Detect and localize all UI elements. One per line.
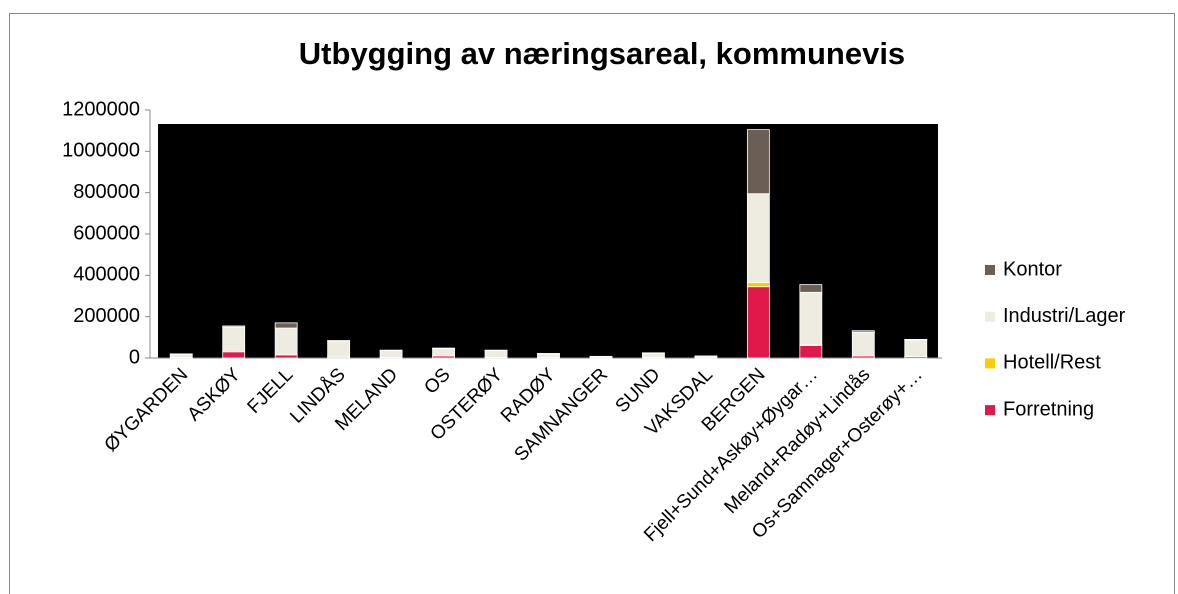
- legend-swatch: [985, 405, 995, 416]
- bar-segment: [169, 353, 193, 358]
- legend-label: Hotell/Rest: [1003, 352, 1101, 374]
- y-tick-label: 1000000: [62, 140, 140, 162]
- bar-segment: [746, 193, 770, 283]
- y-tick-label: 400000: [73, 264, 140, 286]
- bar-segment: [799, 291, 823, 346]
- y-tick-label: 200000: [73, 305, 140, 327]
- bar-segment: [432, 347, 455, 350]
- bar-segment: [274, 322, 298, 329]
- bar-segment: [484, 350, 508, 358]
- bar-segment: [222, 351, 246, 359]
- y-tick-label: 600000: [73, 222, 140, 244]
- bar-segment: [432, 348, 455, 357]
- bar-segment: [537, 353, 560, 358]
- y-tick-label: 0: [129, 346, 140, 368]
- bar-segment: [222, 325, 246, 328]
- bar-segment: [642, 352, 665, 358]
- bar-segment: [222, 326, 246, 353]
- bar-segment: [746, 286, 770, 359]
- y-tick-label: 800000: [73, 181, 140, 203]
- bar-segment: [851, 330, 875, 333]
- bar-segment: [274, 354, 298, 359]
- legend-swatch: [985, 265, 995, 275]
- bar-segment: [379, 350, 403, 358]
- bar-segment: [904, 339, 928, 357]
- legend-label: Industri/Lager: [1003, 305, 1126, 327]
- bar-segment: [799, 345, 823, 359]
- bar-segment: [274, 327, 298, 356]
- legend-swatch: [985, 358, 995, 369]
- legend-swatch: [985, 311, 995, 322]
- bar-segment: [746, 129, 770, 195]
- bar-segment: [799, 284, 823, 293]
- bar-segment: [851, 331, 875, 357]
- bar-segment: [327, 341, 351, 358]
- bar-segment: [904, 338, 928, 341]
- bar-segment: [746, 282, 770, 288]
- bar-segment: [327, 340, 351, 342]
- y-tick-label: 1200000: [62, 98, 140, 120]
- chart-title: Utbygging av næringsareal, kommunevis: [299, 36, 905, 71]
- legend-label: Kontor: [1003, 258, 1062, 280]
- legend-label: Forretning: [1003, 398, 1094, 420]
